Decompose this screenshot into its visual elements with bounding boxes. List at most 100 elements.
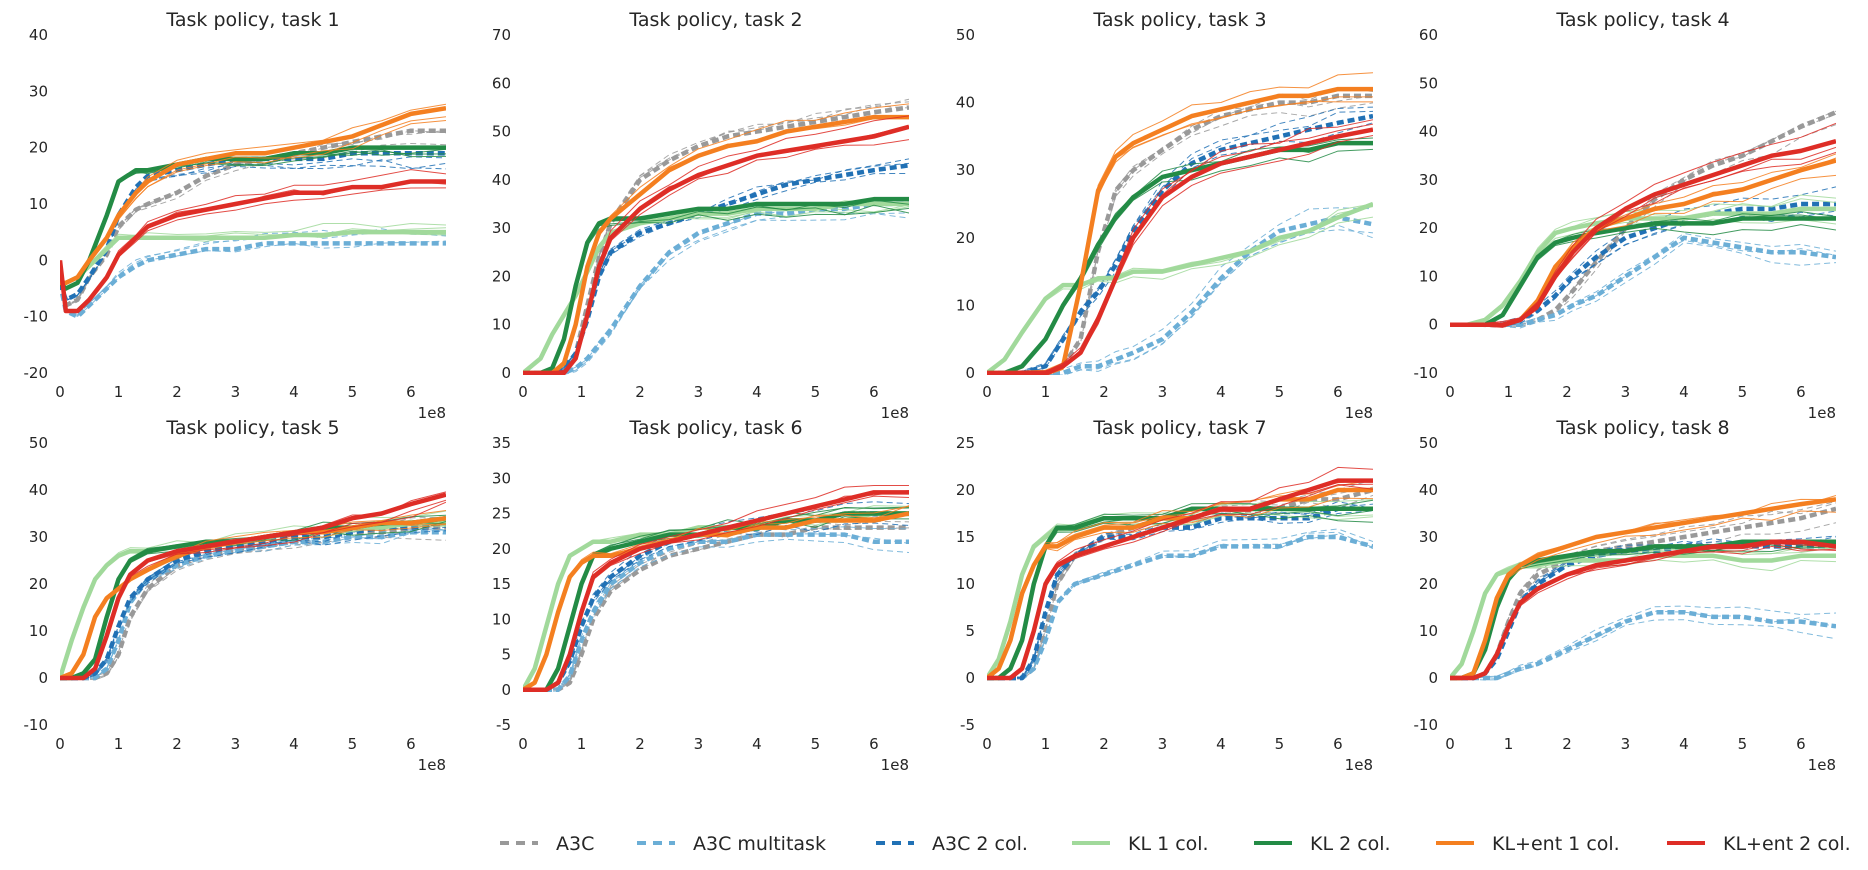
series-run-a3c xyxy=(523,105,909,374)
y-tick-label: -10 xyxy=(24,308,49,326)
x-tick-label: 2 xyxy=(1562,383,1572,401)
x-tick-label: 4 xyxy=(289,735,299,753)
x-tick-label: 0 xyxy=(982,383,992,401)
panel-title: Task policy, task 5 xyxy=(165,417,339,439)
y-tick-label: 50 xyxy=(956,26,975,44)
panel-title: Task policy, task 8 xyxy=(1555,417,1729,439)
y-tick-label: 40 xyxy=(29,481,48,499)
series-mean-a3c-multitask xyxy=(523,532,909,692)
series-mean-kl-plus-ent-1-col xyxy=(523,114,909,375)
x-tick-label: 5 xyxy=(811,735,821,753)
legend-label: A3C 2 col. xyxy=(932,833,1028,855)
series-run-kl-2-col xyxy=(1450,541,1836,679)
y-tick-label: 60 xyxy=(492,74,511,92)
series-mean-kl-plus-ent-2-col xyxy=(60,492,446,681)
y-tick-label: 30 xyxy=(956,161,975,179)
y-tick-label: 0 xyxy=(501,681,511,699)
y-tick-label: 15 xyxy=(956,528,975,546)
series-group xyxy=(523,484,909,692)
panel-title: Task policy, task 4 xyxy=(1555,9,1729,31)
y-tick-label: 10 xyxy=(492,316,511,334)
series-run-kl-plus-ent-1-col xyxy=(1450,510,1836,680)
x-tick-label: 6 xyxy=(406,735,416,753)
y-tick-label: 25 xyxy=(956,434,975,452)
x-tick-label: 6 xyxy=(406,383,416,401)
y-tick-label: -20 xyxy=(24,364,49,382)
x-tick-label: 1 xyxy=(1504,383,1514,401)
x-tick-label: 3 xyxy=(1158,383,1168,401)
series-run-a3c-multitask xyxy=(1450,605,1836,679)
x-tick-label: 0 xyxy=(982,735,992,753)
x-tick-label: 5 xyxy=(811,383,821,401)
x-tick-label: 1 xyxy=(577,735,587,753)
series-run-kl-2-col xyxy=(1450,545,1836,680)
chart-panel-4: Task policy, task 4 -10 0 10 20 30 40 50 60 0 1 2 3 4… xyxy=(1414,9,1836,422)
legend-label: KL 2 col. xyxy=(1310,833,1391,855)
x-tick-label: 6 xyxy=(1333,735,1343,753)
x-tick-label: 1 xyxy=(1041,383,1051,401)
legend-item-kl-1-col: KL 1 col. xyxy=(1072,833,1209,855)
chart-panel-6: Task policy, task 6 -5 0 5 10 15 20 25 30 35 0 1 2 3 4… xyxy=(492,417,909,774)
y-tick-label: 10 xyxy=(29,195,48,213)
series-run-kl-1-col xyxy=(1450,547,1836,679)
y-tick-label: 20 xyxy=(1419,219,1438,237)
x-axis-multiplier: 1e8 xyxy=(1808,404,1836,422)
series-mean-kl-2-col xyxy=(523,196,909,375)
y-tick-label: 40 xyxy=(956,94,975,112)
series-mean-kl-2-col xyxy=(987,506,1373,681)
series-run-a3c-2-col xyxy=(60,156,446,302)
y-tick-label: 50 xyxy=(1419,74,1438,92)
series-group xyxy=(523,98,909,375)
x-tick-label: 3 xyxy=(231,383,241,401)
y-tick-label: 30 xyxy=(492,219,511,237)
x-tick-label: 3 xyxy=(694,735,704,753)
series-mean-kl-plus-ent-1-col xyxy=(987,86,1373,375)
series-group xyxy=(1450,494,1836,681)
chart-panel-1: Task policy, task 1 -20 -10 0 10 20 30 40 0 1 2 3 4 5… xyxy=(24,9,446,422)
series-run-kl-plus-ent-1-col xyxy=(987,96,1373,375)
series-mean-kl-plus-ent-2-col xyxy=(987,127,1373,375)
series-run-a3c xyxy=(60,142,446,307)
legend-label: KL+ent 2 col. xyxy=(1723,833,1851,855)
series-run-kl-1-col xyxy=(987,216,1373,374)
y-tick-label: -10 xyxy=(1414,364,1439,382)
y-tick-label: 30 xyxy=(492,469,511,487)
series-mean-kl-2-col xyxy=(1450,539,1836,681)
y-tick-label: -10 xyxy=(24,716,49,734)
x-tick-label: 5 xyxy=(1738,735,1748,753)
x-tick-label: 1 xyxy=(1504,735,1514,753)
y-tick-label: 20 xyxy=(29,139,48,157)
x-tick-label: 0 xyxy=(1445,735,1455,753)
x-axis-multiplier: 1e8 xyxy=(1808,756,1836,774)
y-tick-label: 0 xyxy=(965,364,975,382)
series-run-a3c-2-col xyxy=(60,159,446,302)
series-run-a3c-multitask xyxy=(60,240,446,317)
series-mean-kl-plus-ent-1-col xyxy=(1450,497,1836,681)
chart-panel-5: Task policy, task 5 -10 0 10 20 30 40 50 0 1 2 3 4 5 6… xyxy=(24,417,446,774)
series-run-a3c-2-col xyxy=(1450,186,1836,326)
x-tick-label: 3 xyxy=(1621,735,1631,753)
series-mean-kl-2-col xyxy=(1450,216,1836,327)
x-tick-label: 4 xyxy=(289,383,299,401)
y-tick-label: 10 xyxy=(1419,267,1438,285)
y-tick-label: 15 xyxy=(492,575,511,593)
y-tick-label: 30 xyxy=(1419,171,1438,189)
series-mean-kl-plus-ent-1-col xyxy=(60,515,446,681)
y-tick-label: 40 xyxy=(29,26,48,44)
y-tick-label: 5 xyxy=(501,646,511,664)
y-tick-label: 10 xyxy=(492,610,511,628)
series-run-a3c-multitask xyxy=(1450,239,1836,327)
series-mean-kl-plus-ent-2-col xyxy=(60,179,446,314)
x-tick-label: 4 xyxy=(1216,735,1226,753)
series-run-kl-1-col xyxy=(987,206,1373,374)
series-run-kl-plus-ent-2-col xyxy=(1450,122,1836,326)
x-axis-multiplier: 1e8 xyxy=(1345,404,1373,422)
y-tick-label: 10 xyxy=(956,296,975,314)
x-tick-label: 4 xyxy=(1679,383,1689,401)
y-tick-label: 20 xyxy=(956,481,975,499)
x-tick-label: 3 xyxy=(1621,383,1631,401)
y-tick-label: 20 xyxy=(29,575,48,593)
y-tick-label: -5 xyxy=(496,716,511,734)
